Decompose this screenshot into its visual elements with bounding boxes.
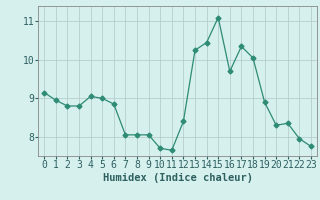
X-axis label: Humidex (Indice chaleur): Humidex (Indice chaleur): [103, 173, 252, 183]
